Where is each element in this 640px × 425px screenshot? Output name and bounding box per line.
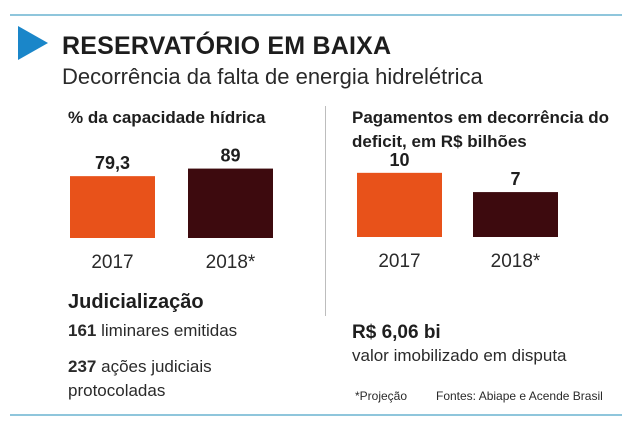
chart-payments: 10 2017 7 2018* xyxy=(357,150,558,272)
stat-acoes-count: 237 xyxy=(68,357,97,376)
chart-capacity: 79,3 2017 89 2018* xyxy=(70,146,273,273)
top-rule xyxy=(10,14,622,16)
stat-acoes-text: ações judiciais protocoladas xyxy=(68,357,212,400)
stat-liminares: 161 liminares emitidas xyxy=(68,319,237,343)
bar-payments-2018 xyxy=(473,192,558,237)
play-triangle-icon xyxy=(18,26,48,60)
chart-capacity-title: % da capacidade hídrica xyxy=(68,108,266,127)
stat-acoes: 237 ações judiciais protocoladas xyxy=(68,355,288,403)
footnote-projection: *Projeção xyxy=(355,389,408,403)
infographic-title: RESERVATÓRIO EM BAIXA xyxy=(62,32,392,60)
bottom-rule xyxy=(10,414,622,416)
data-label-capacity-0: 79,3 xyxy=(95,153,130,173)
judicial-title: Judicialização xyxy=(68,291,204,313)
column-divider xyxy=(325,106,326,316)
category-label-capacity-1: 2018* xyxy=(206,252,256,273)
category-label-payments-0: 2017 xyxy=(378,251,420,272)
data-label-capacity-1: 89 xyxy=(220,146,240,166)
stat-liminares-count: 161 xyxy=(68,321,97,340)
data-label-payments-0: 10 xyxy=(389,150,409,170)
bar-payments-2017 xyxy=(357,172,442,237)
category-label-payments-1: 2018* xyxy=(491,251,541,272)
bar-capacity-2017 xyxy=(70,176,155,238)
footnote-sources: Fontes: Abiape e Acende Brasil xyxy=(436,389,603,403)
chart-payments-title: Pagamentos em decorrência do deficit, em… xyxy=(352,108,609,151)
category-label-capacity-0: 2017 xyxy=(91,252,133,273)
infographic-subtitle: Decorrência da falta de energia hidrelét… xyxy=(62,64,483,89)
stat-liminares-text: liminares emitidas xyxy=(101,321,238,340)
disputa-text: valor imobilizado em disputa xyxy=(352,346,567,365)
data-label-payments-1: 7 xyxy=(510,169,520,189)
disputa-value: R$ 6,06 bi xyxy=(352,322,441,343)
bar-capacity-2018 xyxy=(188,168,273,238)
